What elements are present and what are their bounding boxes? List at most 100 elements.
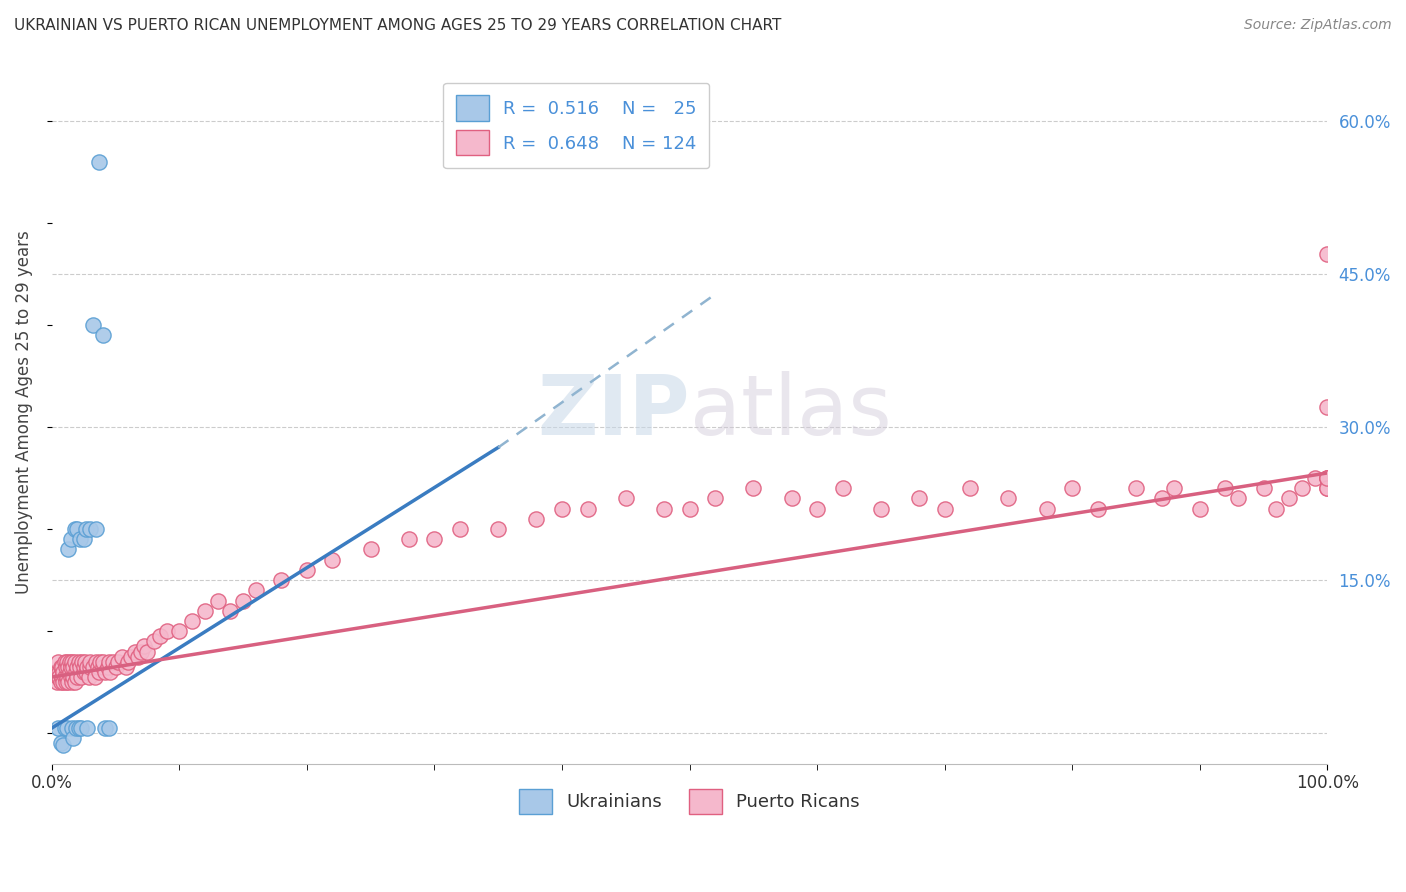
Point bbox=[49, 660, 72, 674]
Point bbox=[94, 721, 117, 735]
Point bbox=[53, 670, 76, 684]
Point bbox=[1278, 491, 1301, 506]
Point bbox=[678, 501, 700, 516]
Point bbox=[614, 491, 637, 506]
Point bbox=[1316, 471, 1339, 485]
Point bbox=[52, 739, 75, 753]
Point bbox=[1316, 471, 1339, 485]
Point bbox=[1215, 481, 1237, 495]
Point bbox=[219, 604, 242, 618]
Point bbox=[66, 670, 89, 684]
Point bbox=[181, 614, 204, 628]
Point bbox=[84, 670, 107, 684]
Point bbox=[58, 675, 80, 690]
Point bbox=[1316, 246, 1339, 260]
Point bbox=[70, 721, 93, 735]
Point bbox=[48, 665, 70, 679]
Point bbox=[82, 318, 104, 332]
Point bbox=[1316, 481, 1339, 495]
Text: ZIP: ZIP bbox=[537, 371, 689, 452]
Point bbox=[46, 670, 69, 684]
Text: UKRAINIAN VS PUERTO RICAN UNEMPLOYMENT AMONG AGES 25 TO 29 YEARS CORRELATION CHA: UKRAINIAN VS PUERTO RICAN UNEMPLOYMENT A… bbox=[14, 18, 782, 33]
Point bbox=[295, 563, 318, 577]
Point bbox=[56, 670, 79, 684]
Point bbox=[65, 721, 87, 735]
Point bbox=[65, 665, 87, 679]
Point bbox=[79, 660, 101, 674]
Point bbox=[1316, 481, 1339, 495]
Point bbox=[142, 634, 165, 648]
Point bbox=[742, 481, 765, 495]
Point bbox=[111, 649, 134, 664]
Point bbox=[652, 501, 675, 516]
Point bbox=[48, 670, 70, 684]
Point bbox=[67, 655, 90, 669]
Point bbox=[66, 660, 89, 674]
Point bbox=[59, 660, 82, 674]
Point bbox=[831, 481, 853, 495]
Point bbox=[780, 491, 803, 506]
Point bbox=[1035, 501, 1057, 516]
Point bbox=[55, 675, 77, 690]
Point bbox=[1125, 481, 1147, 495]
Point bbox=[72, 655, 94, 669]
Point bbox=[66, 522, 89, 536]
Point bbox=[449, 522, 471, 536]
Point bbox=[129, 644, 152, 658]
Point bbox=[79, 522, 101, 536]
Point bbox=[398, 533, 420, 547]
Point bbox=[908, 491, 931, 506]
Point bbox=[59, 655, 82, 669]
Point bbox=[1253, 481, 1275, 495]
Point bbox=[67, 721, 90, 735]
Point bbox=[132, 640, 155, 654]
Point bbox=[959, 481, 981, 495]
Point bbox=[82, 660, 104, 674]
Point bbox=[245, 583, 267, 598]
Point bbox=[526, 512, 548, 526]
Point bbox=[120, 649, 142, 664]
Point bbox=[51, 660, 73, 674]
Point bbox=[51, 670, 73, 684]
Point bbox=[1062, 481, 1084, 495]
Point bbox=[94, 665, 117, 679]
Point bbox=[124, 644, 146, 658]
Point bbox=[72, 533, 94, 547]
Point bbox=[55, 660, 77, 674]
Point bbox=[49, 736, 72, 750]
Point bbox=[551, 501, 574, 516]
Point bbox=[169, 624, 191, 639]
Point bbox=[704, 491, 727, 506]
Point bbox=[232, 593, 254, 607]
Point bbox=[207, 593, 229, 607]
Point bbox=[72, 660, 94, 674]
Point bbox=[86, 660, 108, 674]
Point bbox=[60, 721, 83, 735]
Y-axis label: Unemployment Among Ages 25 to 29 years: Unemployment Among Ages 25 to 29 years bbox=[15, 230, 32, 593]
Point bbox=[1316, 400, 1339, 414]
Point bbox=[79, 655, 101, 669]
Point bbox=[1227, 491, 1250, 506]
Point bbox=[58, 660, 80, 674]
Point bbox=[100, 665, 122, 679]
Point bbox=[69, 533, 91, 547]
Point bbox=[60, 675, 83, 690]
Point bbox=[63, 675, 86, 690]
Point bbox=[107, 655, 129, 669]
Point bbox=[1316, 471, 1339, 485]
Point bbox=[114, 660, 136, 674]
Point bbox=[56, 721, 79, 735]
Point bbox=[1163, 481, 1185, 495]
Point bbox=[89, 655, 111, 669]
Point bbox=[53, 655, 76, 669]
Point bbox=[49, 675, 72, 690]
Legend: Ukrainians, Puerto Ricans: Ukrainians, Puerto Ricans bbox=[509, 778, 870, 825]
Point bbox=[101, 655, 124, 669]
Point bbox=[72, 665, 94, 679]
Point bbox=[997, 491, 1019, 506]
Point bbox=[97, 660, 120, 674]
Point bbox=[1291, 481, 1313, 495]
Point bbox=[59, 665, 82, 679]
Point bbox=[86, 522, 108, 536]
Point bbox=[91, 655, 114, 669]
